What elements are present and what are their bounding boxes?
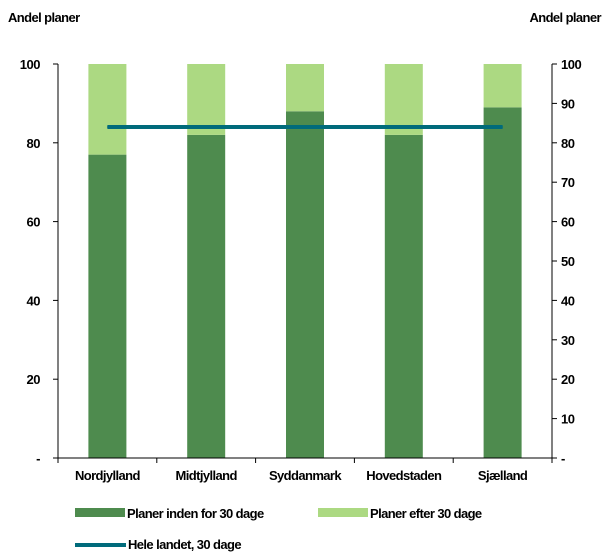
bar-within-30-days: [286, 111, 324, 458]
bar-after-30-days: [483, 64, 522, 108]
trend-line-point: [205, 126, 207, 128]
bar-after-30-days: [88, 64, 127, 155]
left-tick-label: 100: [20, 57, 40, 72]
legend-label-bar-within: Planer inden for 30 dage: [127, 506, 264, 521]
bar-after-30-days: [384, 64, 423, 135]
trend-line-group: [106, 125, 504, 130]
x-tick-label: Midtjylland: [176, 468, 238, 483]
left-tick-label: -: [36, 451, 40, 466]
right-tick-label: 50: [561, 254, 575, 269]
legend-swatch-bar-within: [75, 508, 125, 517]
left-tick-label: 20: [27, 372, 41, 387]
bar-after-30-days: [187, 64, 226, 135]
bars: [88, 64, 522, 459]
bar-within-30-days: [483, 107, 522, 458]
trend-line-point: [106, 126, 108, 128]
right-tick-label: 30: [561, 333, 575, 348]
bar-within-30-days: [187, 134, 226, 459]
right-tick-label: 70: [561, 175, 575, 190]
right-tick-label: -: [561, 451, 565, 466]
trend-line-point: [502, 126, 504, 128]
x-tick-label: Hovedstaden: [366, 468, 442, 483]
bar-within-30-days: [88, 154, 127, 458]
right-tick-label: 10: [561, 412, 575, 427]
legend-label-bar-after: Planer efter 30 dage: [370, 506, 482, 521]
bar-after-30-days: [286, 64, 324, 112]
x-tick-label: Sjælland: [478, 468, 528, 483]
right-tick-label: 60: [561, 215, 575, 230]
trend-line-point: [304, 126, 306, 128]
x-axis: Nordjylland Midtjylland Syddanmark Hovedsta…: [57, 457, 553, 483]
x-tick-label: Nordjylland: [75, 468, 141, 483]
right-tick-label: 100: [561, 57, 581, 72]
right-axis-title: Andel planer: [529, 10, 601, 25]
legend-label-line: Hele landet, 30 dage: [128, 537, 241, 552]
left-tick-label: 80: [27, 136, 41, 151]
left-tick-label: 40: [27, 293, 41, 308]
right-tick-label: 20: [561, 372, 575, 387]
x-tick-label: Syddanmark: [269, 468, 342, 483]
trend-line-point: [403, 126, 405, 128]
right-axis: - 10 20 30 40 50 60 70 80 90 100: [551, 57, 582, 466]
right-tick-label: 90: [561, 96, 575, 111]
right-tick-label: 80: [561, 136, 575, 151]
left-tick-label: 60: [27, 215, 41, 230]
bar-within-30-days: [384, 134, 423, 459]
legend: Planer inden for 30 dage Planer efter 30…: [75, 506, 483, 552]
right-tick-label: 40: [561, 293, 575, 308]
left-axis-title: Andel planer: [8, 10, 80, 25]
left-axis: - 20 40 60 80 100: [20, 57, 59, 466]
legend-swatch-bar-after: [318, 508, 368, 517]
